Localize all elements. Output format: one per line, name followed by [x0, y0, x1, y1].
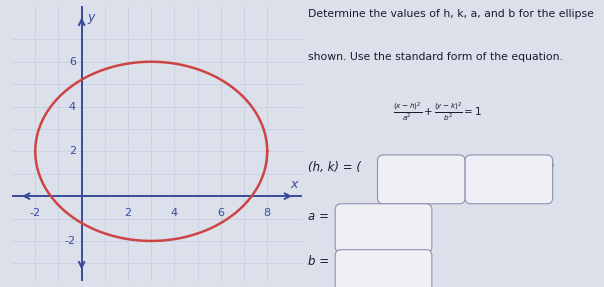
Text: 4: 4	[171, 208, 178, 218]
Text: Determine the values of h, k, a, and b for the ellipse: Determine the values of h, k, a, and b f…	[308, 9, 594, 19]
Text: 6: 6	[69, 57, 76, 67]
FancyBboxPatch shape	[335, 250, 432, 287]
Text: 2: 2	[124, 208, 132, 218]
Text: 4: 4	[69, 102, 76, 112]
Text: ): )	[550, 161, 554, 174]
FancyBboxPatch shape	[465, 155, 553, 204]
Text: ,: ,	[462, 161, 466, 174]
FancyBboxPatch shape	[378, 155, 465, 204]
Text: shown. Use the standard form of the equation.: shown. Use the standard form of the equa…	[308, 52, 563, 62]
Text: 6: 6	[217, 208, 224, 218]
Text: x: x	[291, 178, 298, 191]
Text: -2: -2	[65, 236, 76, 246]
FancyBboxPatch shape	[335, 204, 432, 253]
Text: 2: 2	[69, 146, 76, 156]
Text: y: y	[88, 11, 95, 24]
Text: (h, k) = (: (h, k) = (	[308, 161, 361, 174]
Text: -2: -2	[30, 208, 41, 218]
Text: $\frac{(x-h)^2}{a^2}+\frac{(y-k)^2}{b^2}=1$: $\frac{(x-h)^2}{a^2}+\frac{(y-k)^2}{b^2}…	[393, 100, 482, 123]
Text: 8: 8	[264, 208, 271, 218]
Text: b =: b =	[308, 255, 333, 268]
Text: a =: a =	[308, 210, 333, 222]
